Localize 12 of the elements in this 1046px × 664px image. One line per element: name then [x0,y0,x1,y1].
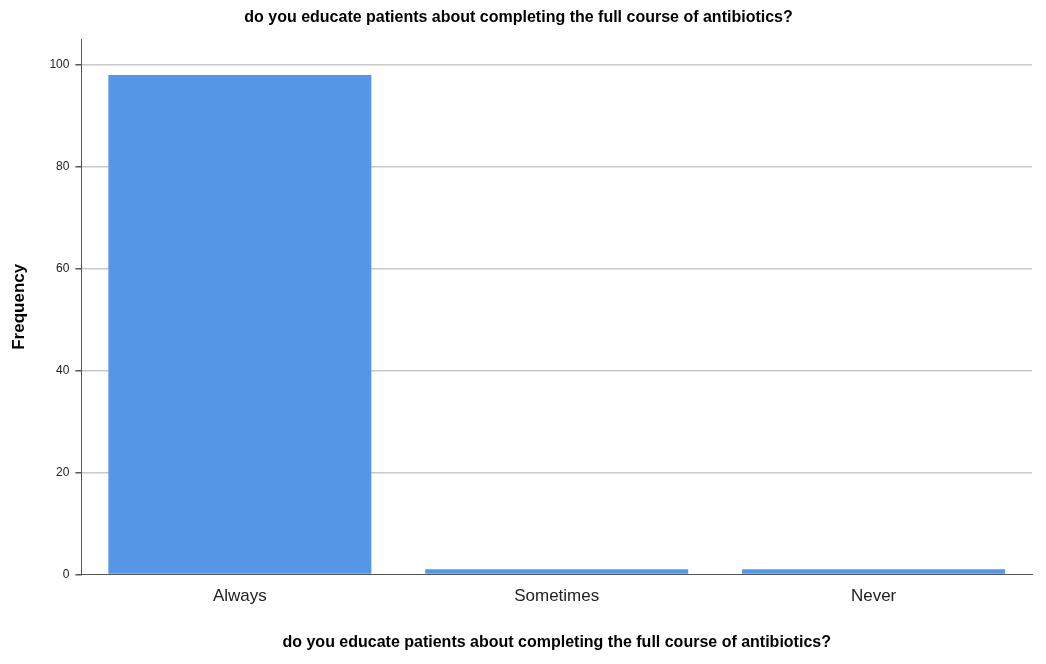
y-tick-label: 40 [56,362,70,377]
y-tick-label: 20 [56,464,70,479]
x-tick-label: Always [212,586,267,606]
chart-title: do you educate patients about completing the full course of antibiotics? [244,8,793,26]
x-tick-label: Sometimes [514,586,600,606]
y-tick-label: 60 [56,260,70,275]
x-axis-title: do you educate patients about completing the full course of antibiotics? [282,632,831,650]
y-axis-title: Frequency [8,263,28,350]
y-tick-label: 100 [49,57,70,71]
x-tick-label: Never [850,586,897,606]
y-tick-label: 80 [56,158,70,173]
y-tick-label: 0 [62,566,70,581]
